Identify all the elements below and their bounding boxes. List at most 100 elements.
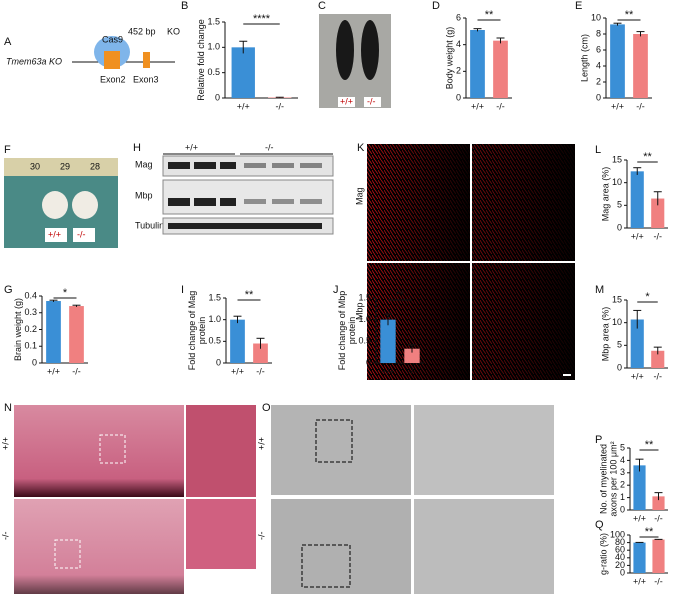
y-tick-label: 4: [456, 39, 461, 49]
y-tick-label: 5: [620, 442, 625, 452]
y-tick-label: 5: [617, 200, 622, 210]
ruler: [4, 158, 118, 176]
panel-f: F 30 29 28 +/+ -/-: [4, 144, 118, 248]
panel-label: Q: [595, 519, 604, 531]
panel-label: N: [4, 402, 12, 414]
x-tick-label: -/-: [654, 513, 663, 523]
x-tick-label: -/-: [276, 101, 285, 111]
x-tick-label: -/-: [256, 366, 265, 376]
bar: [69, 306, 84, 363]
panel-h: H +/+ -/- Mag Mbp Tubulin: [133, 142, 334, 235]
panel-label: G: [4, 284, 13, 296]
y-axis-label: Relative fold change: [196, 19, 206, 101]
brain: [72, 191, 98, 219]
significance-label: **: [643, 151, 652, 163]
y-tick-label: 2: [456, 66, 461, 76]
panel-label: C: [318, 0, 326, 12]
significance-label: **: [625, 9, 634, 21]
genotype-label: -/-: [367, 96, 376, 106]
genotype-label: -/-: [0, 532, 10, 541]
y-tick-label: 6: [456, 12, 461, 22]
y-tick-label: 1.0: [208, 314, 221, 324]
bar: [633, 465, 646, 510]
y-tick-label: 2: [620, 480, 625, 490]
bar: [630, 171, 644, 228]
micrographs: [271, 405, 554, 594]
y-tick-label: 0.5: [358, 336, 371, 346]
gene-label: Tmem63a KO: [6, 56, 62, 66]
y-tick-label: 1.5: [207, 16, 220, 26]
y-axis-label: Mag area (%): [600, 167, 610, 222]
y-axis-label: Fold change of Mag: [187, 291, 197, 371]
y-tick-label: 0.5: [207, 67, 220, 77]
y-tick-label: 0: [216, 357, 221, 367]
significance-label: *: [63, 287, 68, 299]
panel-o: O +/+ -/-: [256, 402, 554, 594]
bar: [380, 319, 396, 363]
y-tick-label: 0: [617, 362, 622, 372]
genotype-label: +/+: [340, 96, 353, 106]
genotype-label: +/+: [48, 229, 61, 239]
band-label: Mbp: [135, 190, 153, 200]
label-box: [338, 97, 355, 107]
significance-label: *: [645, 291, 650, 303]
y-tick-label: 0: [617, 222, 622, 232]
label-box: [73, 228, 95, 242]
bar: [470, 30, 485, 98]
stain-label: Mag: [354, 187, 364, 205]
genotype-label: -/-: [77, 229, 86, 239]
x-tick-label: -/-: [496, 101, 505, 111]
panel-label: M: [595, 284, 604, 296]
panel-label: F: [4, 144, 11, 156]
x-tick-label: +/+: [633, 576, 646, 586]
genotype-label: +/+: [256, 437, 266, 450]
y-tick-label: 0: [620, 567, 625, 577]
genotype-label: -/-: [265, 142, 274, 152]
bands: [168, 162, 322, 229]
bar: [253, 343, 268, 363]
stain-label: Mbp: [354, 302, 364, 320]
y-tick-label: 80: [615, 537, 625, 547]
micrographs: [14, 405, 256, 594]
panel-label: J: [333, 284, 339, 296]
y-axis-label: Length (cm): [579, 34, 589, 82]
y-tick-label: 0: [620, 504, 625, 514]
x-tick-label: -/-: [408, 366, 417, 376]
label-box: [364, 97, 381, 107]
y-tick-label: 0: [456, 92, 461, 102]
genotype-label: -/-: [256, 532, 266, 541]
genotype-label: +/+: [185, 142, 198, 152]
y-tick-label: 1.0: [358, 314, 371, 324]
y-tick-label: 10: [612, 177, 622, 187]
bar: [610, 24, 625, 98]
panel-label: H: [133, 142, 141, 154]
x-tick-label: +/+: [633, 513, 646, 523]
bar: [652, 496, 665, 510]
y-tick-label: 0.3: [24, 307, 37, 317]
y-tick-label: 3: [620, 467, 625, 477]
bar: [493, 40, 508, 98]
panel-label: I: [181, 284, 184, 296]
panel-label: P: [595, 434, 602, 446]
deletion-label: 452 bp: [128, 26, 156, 36]
x-tick-label: +/+: [381, 366, 394, 376]
bar: [633, 34, 648, 98]
x-tick-label: -/-: [654, 576, 663, 586]
x-tick-label: -/-: [654, 371, 663, 381]
bar: [651, 350, 665, 368]
y-tick-label: 8: [596, 28, 601, 38]
y-tick-label: 10: [591, 12, 601, 22]
bar: [46, 301, 61, 363]
y-axis-label: axons per 100 μm²: [608, 441, 618, 516]
y-axis-label: Fold change of Mbp: [337, 291, 347, 371]
ruler-label: 29: [60, 161, 70, 171]
x-tick-label: +/+: [47, 366, 60, 376]
panel-label: L: [595, 144, 601, 156]
significance-label: **: [645, 526, 654, 538]
y-tick-label: 1.5: [208, 292, 221, 302]
x-tick-label: +/+: [471, 101, 484, 111]
y-tick-label: 5: [617, 340, 622, 350]
exon-label: Exon3: [133, 74, 159, 84]
blot: [162, 179, 334, 215]
